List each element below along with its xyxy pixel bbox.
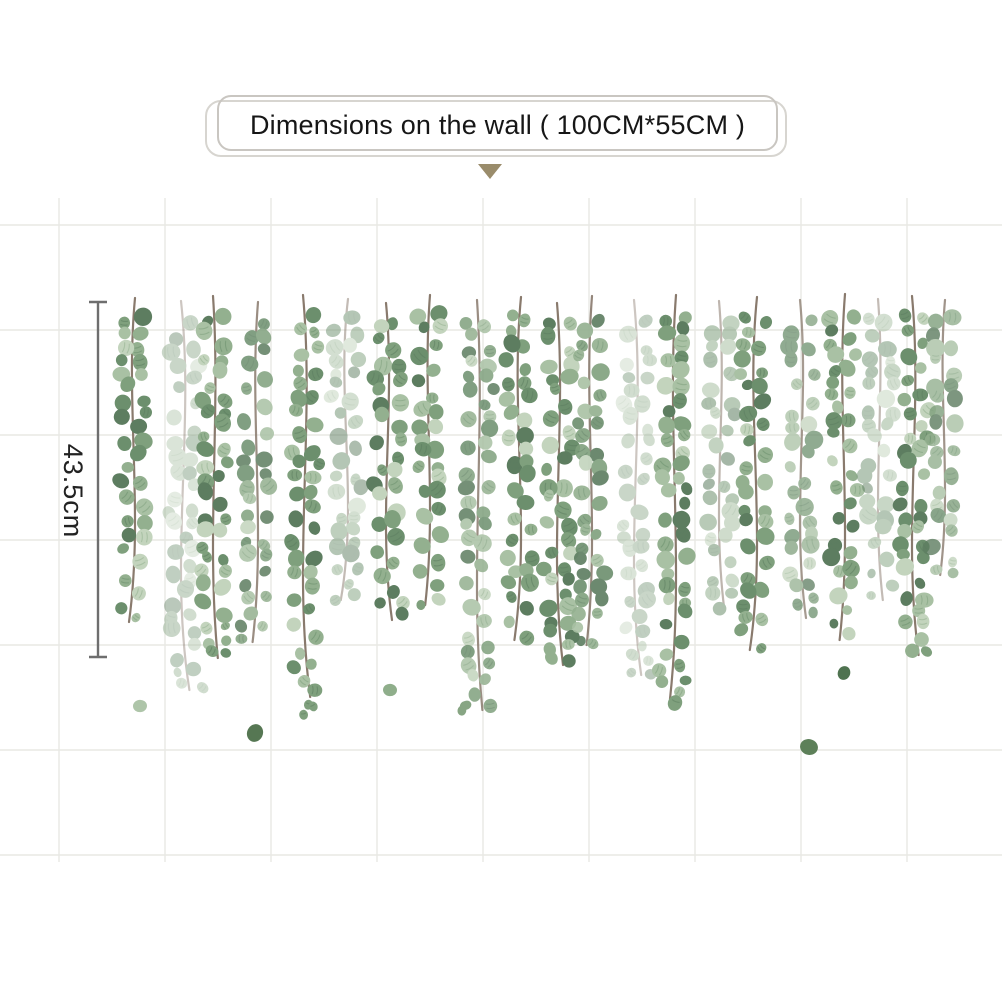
fallen-leaves xyxy=(133,666,851,755)
vine xyxy=(699,299,742,616)
vine xyxy=(194,294,234,660)
fallen-leaf xyxy=(800,739,818,755)
vine xyxy=(615,298,657,680)
hanging-vines xyxy=(112,292,964,713)
vine xyxy=(498,295,540,646)
fallen-leaf xyxy=(667,695,683,711)
dimensions-banner-outer-frame xyxy=(205,100,787,157)
vine xyxy=(780,298,824,620)
dimensions-banner: Dimensions on the wall ( 100CM*55CM ) xyxy=(217,95,778,151)
fallen-leaf xyxy=(133,699,147,713)
vine xyxy=(366,301,410,622)
vine xyxy=(571,294,614,650)
vine xyxy=(409,293,449,610)
vine xyxy=(856,297,901,602)
fallen-leaf xyxy=(299,699,318,720)
vine xyxy=(733,295,775,654)
fallen-leaf xyxy=(383,683,397,697)
vine xyxy=(651,293,696,701)
vine xyxy=(922,298,964,579)
vine xyxy=(457,298,500,713)
vine xyxy=(234,300,278,644)
height-dimension-line xyxy=(89,300,107,659)
vine xyxy=(323,297,369,606)
pointer-down-icon xyxy=(478,164,502,179)
vine xyxy=(892,294,936,658)
vine xyxy=(284,293,325,699)
vine xyxy=(112,296,154,624)
dimensions-banner-label: Dimensions on the wall ( 100CM*55CM ) xyxy=(249,109,746,140)
fallen-leaf xyxy=(457,700,472,716)
fallen-leaf xyxy=(837,666,851,680)
fallen-leaf xyxy=(246,724,264,742)
vine xyxy=(821,292,865,642)
height-dimension-label: 43.5cm xyxy=(58,444,88,539)
